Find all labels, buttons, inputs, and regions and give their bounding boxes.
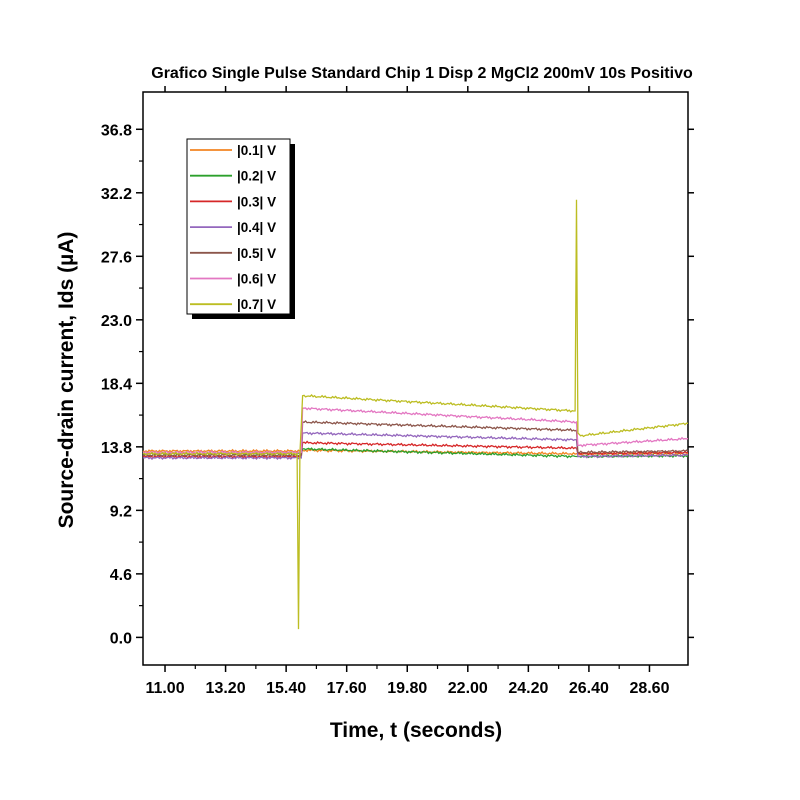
legend-label: |0.6| V	[237, 272, 276, 287]
plot-area	[142, 91, 689, 666]
y-tick-label: 9.2	[110, 503, 132, 520]
series-line-6	[142, 407, 689, 455]
y-tick-label: 23.0	[101, 313, 132, 330]
legend-label: |0.1| V	[237, 143, 276, 158]
x-tick-label: 28.60	[629, 680, 669, 697]
y-tick-label: 13.8	[101, 440, 132, 457]
series-line-7	[142, 199, 689, 630]
y-tick-label: 27.6	[101, 249, 132, 266]
legend: |0.1| V |0.2| V |0.3| V |0.4| V |0.5| V |0.6|…	[186, 138, 295, 319]
y-axis: 0.0 4.6 9.2 13.8 18.4 23.0 27.6 32.2 36.8	[101, 122, 694, 647]
series-line-5	[142, 420, 689, 458]
x-axis: 11.00 13.20 15.40 17.60 19.80 22.00 24.20 26.40…	[145, 86, 670, 697]
legend-label: |0.4| V	[237, 220, 276, 235]
y-tick-label: 0.0	[110, 630, 132, 647]
legend-label: |0.2| V	[237, 169, 276, 184]
y-tick-label: 32.2	[101, 186, 132, 203]
x-tick-label: 15.40	[266, 680, 306, 697]
y-tick-label: 18.4	[101, 376, 132, 393]
x-tick-label: 17.60	[327, 680, 367, 697]
x-tick-label: 22.00	[448, 680, 488, 697]
x-tick-label: 19.80	[387, 680, 427, 697]
x-tick-label: 13.20	[206, 680, 246, 697]
x-tick-label: 24.20	[508, 680, 548, 697]
series-line-4	[142, 431, 689, 461]
legend-label: |0.7| V	[237, 297, 276, 312]
chart-title: Grafico Single Pulse Standard Chip 1 Dis…	[151, 65, 693, 82]
y-axis-label: Source-drain current, Ids (µA)	[55, 232, 78, 529]
legend-label: |0.5| V	[237, 246, 276, 261]
y-tick-label: 4.6	[110, 567, 132, 584]
x-tick-label: 26.40	[569, 680, 609, 697]
x-tick-label: 11.00	[145, 680, 184, 697]
y-tick-label: 36.8	[101, 122, 132, 139]
legend-label: |0.3| V	[237, 194, 276, 209]
plot-frame	[142, 91, 689, 666]
x-axis-label: Time, t (seconds)	[330, 719, 502, 742]
